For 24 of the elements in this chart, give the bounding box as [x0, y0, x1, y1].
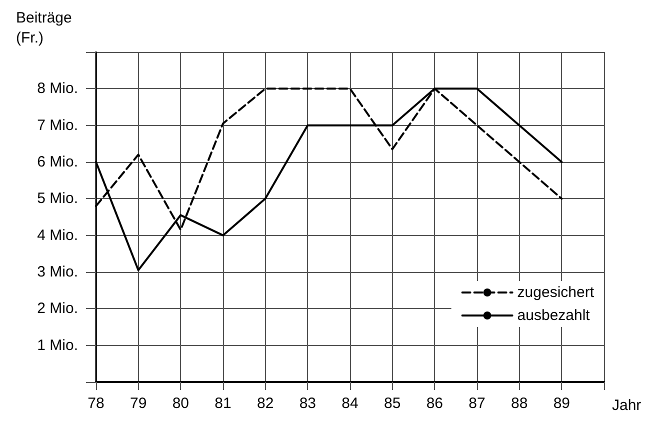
legend-label: zugesichert	[517, 284, 595, 301]
x-tick-label: 88	[510, 395, 528, 412]
x-tick-label: 79	[130, 395, 147, 412]
y-tick-label: 1 Mio.	[37, 336, 78, 354]
y-tick-label: 5 Mio.	[37, 190, 78, 208]
x-tick-label: 87	[468, 395, 486, 412]
y-axis-title: Beiträge (Fr.)	[16, 10, 72, 46]
y-tick-label: 6 Mio.	[37, 154, 78, 170]
x-tick-label: 89	[553, 395, 570, 412]
y-tick-label: 3 Mio.	[37, 264, 78, 280]
y-tick-label: 8 Mio.	[37, 80, 78, 98]
x-axis-title: Jahr	[612, 397, 642, 414]
y-tick-label: 2 Mio.	[37, 300, 78, 318]
y-tick-label: 4 Mio.	[37, 226, 78, 244]
x-tick-label: 82	[256, 395, 274, 412]
x-tick-label: 85	[384, 395, 401, 412]
x-tick-label: 81	[214, 395, 232, 412]
x-tick-label: 80	[172, 395, 190, 412]
legend-label: ausbezahlt	[517, 307, 591, 324]
x-tick-label: 78	[88, 395, 104, 412]
x-tick-label: 83	[299, 395, 316, 412]
x-tick-label: 84	[342, 395, 358, 412]
y-tick-label: 7 Mio.	[37, 116, 78, 134]
x-tick-label: 86	[426, 395, 444, 412]
